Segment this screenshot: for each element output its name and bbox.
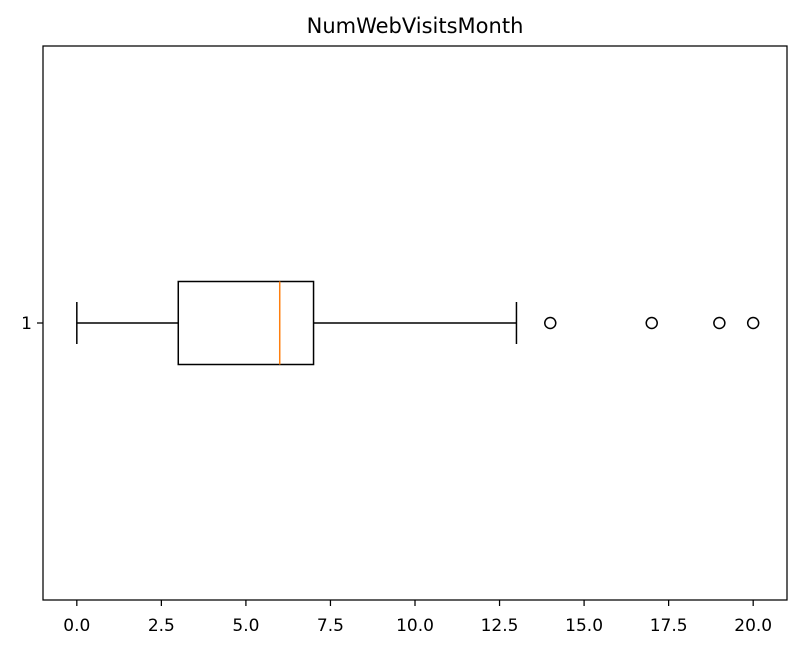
x-tick-label: 15.0: [565, 616, 603, 636]
plot-area: 0.0 2.5 5.0 7.5 10.0 12.5 15.0 17.5 20.0 1: [21, 45, 788, 636]
x-tick-label: 2.5: [148, 616, 175, 636]
x-tick-label: 0.0: [63, 616, 90, 636]
chart-title: NumWebVisitsMonth: [307, 14, 524, 38]
x-tick-label: 5.0: [232, 616, 259, 636]
outlier-point: [713, 316, 726, 330]
outlier-point: [746, 316, 760, 330]
outlier-point: [544, 316, 557, 330]
x-tick-label: 10.0: [396, 616, 434, 636]
outlier-point: [645, 316, 658, 330]
x-tick-label: 17.5: [650, 616, 688, 636]
x-tick-label: 12.5: [481, 616, 519, 636]
x-tick-label: 7.5: [317, 616, 344, 636]
box-iqr: [177, 280, 315, 366]
x-tick-label: 20.0: [734, 616, 772, 636]
y-tick-label: 1: [21, 314, 32, 334]
